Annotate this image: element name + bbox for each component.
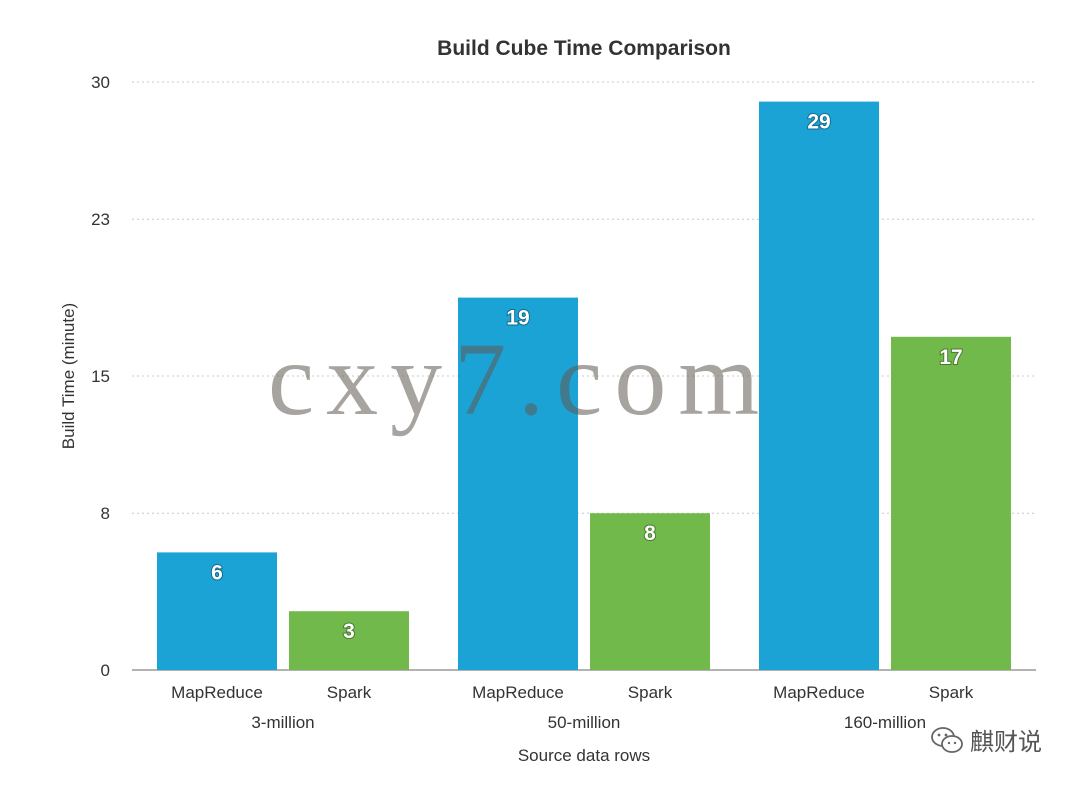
data-label: 6 [211, 561, 223, 584]
bar-50-million-mapreduce [458, 297, 578, 670]
chart-title: Build Cube Time Comparison [437, 37, 731, 60]
x-group-label: 160-million [844, 713, 926, 732]
y-tick-label: 8 [101, 504, 110, 523]
y-tick-label: 30 [91, 73, 110, 92]
bar-160-million-spark [891, 336, 1011, 670]
y-axis-ticks: 0 8 15 23 30 [91, 73, 110, 680]
bars [157, 101, 1011, 671]
x-tick-label: Spark [929, 683, 974, 702]
x-tick-label: Spark [628, 683, 673, 702]
y-tick-label: 15 [91, 367, 110, 386]
x-tick-label: MapReduce [171, 683, 263, 702]
x-tick-label: MapReduce [472, 683, 564, 702]
x-tick-label: MapReduce [773, 683, 865, 702]
data-label: 19 [506, 307, 529, 330]
bar-160-million-mapreduce [759, 101, 879, 671]
x-axis-categories: MapReduce Spark 3-million MapReduce Spark 50-… [171, 683, 974, 732]
brand-signature: 麒财说 [930, 722, 1042, 757]
bar-3-million-mapreduce [157, 552, 277, 670]
value-labels: 6 3 19 8 29 17 [210, 110, 964, 645]
x-group-label: 50-million [548, 713, 621, 732]
x-axis-title: Source data rows [518, 746, 650, 765]
wechat-icon [931, 726, 963, 753]
bar-3-million-spark [289, 611, 409, 670]
x-tick-label: Spark [327, 683, 372, 702]
y-tick-label: 23 [91, 210, 110, 229]
y-tick-label: 0 [101, 661, 110, 680]
brand-name: 麒财说 [970, 728, 1042, 756]
gridlines [132, 81, 1036, 671]
bar-50-million-spark [590, 513, 710, 670]
data-label: 29 [807, 111, 830, 134]
x-group-label: 3-million [251, 713, 314, 732]
data-label: 3 [343, 620, 355, 643]
y-axis-title: Build Time (minute) [59, 303, 78, 449]
data-label: 17 [939, 346, 962, 369]
data-label: 8 [644, 522, 656, 545]
